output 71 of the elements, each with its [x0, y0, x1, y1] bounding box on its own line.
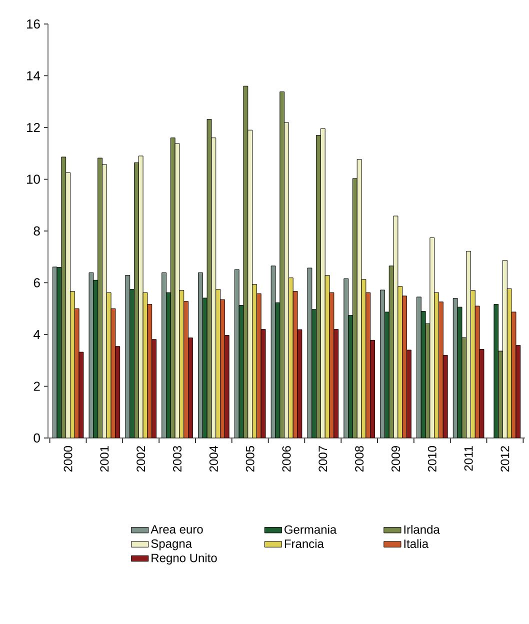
bar: [102, 164, 107, 438]
x-tick-label: 2011: [464, 446, 473, 471]
bar: [470, 290, 476, 438]
bar: [366, 292, 371, 438]
x-tick-label: 2008: [355, 446, 364, 472]
bar: [344, 278, 349, 438]
x-tick-label: 2004: [209, 446, 218, 472]
x-tick-label: 2007: [318, 446, 328, 472]
bar: [184, 301, 189, 438]
bar: [334, 329, 339, 438]
bar: [466, 250, 472, 438]
bar: [380, 290, 385, 438]
x-tick-label: 2009: [391, 446, 400, 472]
x-tick-label: 2006: [282, 446, 291, 472]
bar: [280, 92, 285, 438]
legend-label: Area euro: [150, 525, 203, 534]
bar: [434, 292, 439, 438]
bar: [384, 312, 390, 438]
y-tick-label: 4: [34, 330, 40, 339]
legend-label: Regno Unito: [152, 553, 217, 565]
legend-label: Francia: [284, 539, 324, 548]
legend-label: Italia: [404, 539, 429, 548]
bar: [438, 302, 444, 438]
bar: [220, 299, 225, 438]
legend-label: Germania: [284, 525, 337, 534]
y-tick-label: 10: [26, 174, 40, 184]
bar: [152, 339, 156, 438]
bar: [66, 172, 70, 438]
bar: [498, 350, 504, 438]
bar: [248, 130, 253, 438]
bar: [370, 340, 375, 438]
bar: [348, 315, 353, 438]
bar: [402, 296, 407, 438]
bar: [130, 288, 134, 438]
x-tick-label: 2010: [428, 446, 436, 472]
bar: [320, 128, 326, 438]
bar: [252, 284, 257, 438]
bar: [134, 162, 139, 438]
y-tick-label: 0: [34, 433, 40, 443]
bar: [284, 122, 289, 438]
bar: [188, 338, 193, 438]
bar: [216, 288, 221, 438]
x-tick-label: 2002: [136, 446, 146, 472]
y-tick-label: 12: [26, 122, 40, 132]
bar: [312, 309, 317, 438]
bar: [198, 272, 203, 438]
bar: [61, 156, 66, 438]
y-tick-label: 16: [26, 19, 40, 29]
x-tick-label: 2001: [100, 446, 109, 472]
bar: [416, 296, 422, 438]
x-tick-label: 2005: [246, 446, 254, 472]
y-tick-label: 8: [34, 226, 40, 236]
y-tick-label: 2: [34, 382, 40, 391]
bar: [70, 291, 75, 438]
bar: [502, 260, 508, 438]
y-tick-label: 14: [26, 71, 40, 80]
bar: [166, 292, 171, 438]
bar: [352, 178, 358, 438]
bar: [316, 135, 321, 438]
x-tick-label: 2012: [500, 446, 510, 472]
legend-label: Irlanda: [404, 525, 440, 534]
legend-label: Spagna: [151, 539, 192, 550]
y-tick-label: 6: [34, 278, 40, 288]
x-tick-label: 2003: [173, 446, 182, 472]
bar: [162, 272, 167, 438]
bar: [256, 293, 262, 438]
bar: [234, 269, 240, 438]
bar: [288, 278, 294, 438]
x-tick-label: 2000: [64, 446, 72, 472]
bar: [98, 158, 102, 438]
bar: [406, 350, 412, 438]
